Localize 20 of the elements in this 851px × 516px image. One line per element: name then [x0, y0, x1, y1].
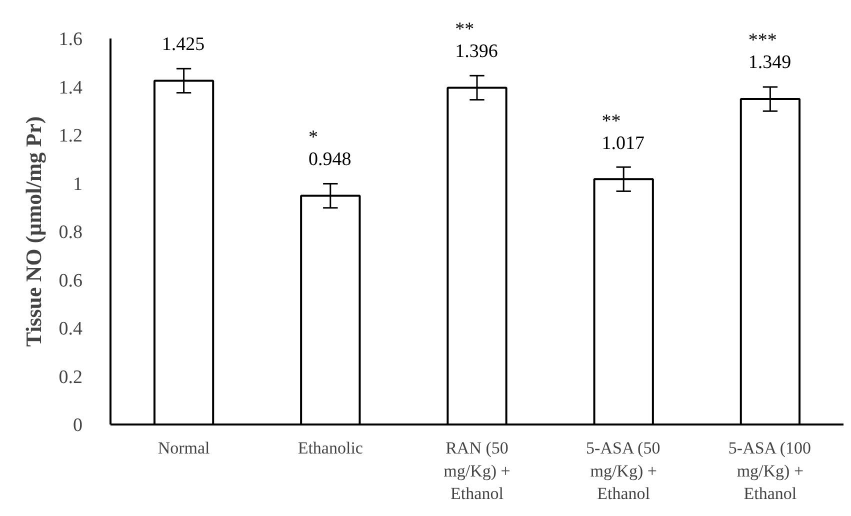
x-tick-label: Ethanolic [298, 438, 364, 458]
y-tick-label: 0.4 [58, 318, 83, 340]
y-tick-label: 0.6 [58, 270, 82, 292]
x-tick-label: 5-ASA (100 mg/Kg) + Ethanol [728, 438, 812, 504]
y-tick-label: 0.2 [58, 366, 82, 388]
y-tick-label: 0 [73, 415, 82, 436]
data-label: *** 1.349 [748, 30, 792, 74]
y-tick-label: 1.6 [58, 29, 82, 50]
y-tick-label: 1 [73, 174, 82, 195]
x-tick-label: RAN (50 mg/Kg) + Ethanol [444, 438, 510, 504]
data-label: ** 1.396 [455, 19, 498, 64]
y-tick-label: 0.8 [58, 222, 82, 243]
x-tick-label: Normal [158, 438, 210, 458]
y-tick-label: 1.4 [58, 77, 83, 98]
data-label: 1.425 [162, 34, 205, 56]
data-label: ** 1.017 [602, 110, 644, 155]
y-tick-label: 1.2 [58, 126, 82, 146]
x-tick-label: 5-ASA (50 mg/Kg) + Ethanol [586, 438, 660, 504]
data-label: * 0.948 [308, 127, 352, 172]
y-axis-title: Tissue NO (µmol/mg Pr) [20, 116, 46, 347]
